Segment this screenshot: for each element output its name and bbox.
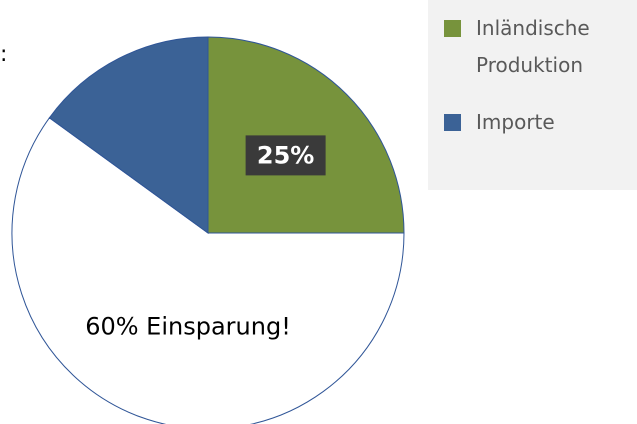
legend-swatch [444,114,461,131]
legend-item: Inländische Produktion [442,10,622,84]
pie-slice [11,117,405,424]
legend-label: Importe [476,110,555,134]
legend: Inländische Produktion Importe [428,0,637,190]
legend-item: Importe [442,104,622,141]
pie-slice [48,36,209,234]
slice-label: 25% [257,141,314,169]
slice-label: 60% Einsparung! [85,313,291,341]
annotation: 0: [0,42,7,67]
pie-slice [207,36,405,234]
legend-label: Inländische Produktion [476,16,590,77]
legend-swatch [444,20,461,37]
label-box [245,135,326,176]
